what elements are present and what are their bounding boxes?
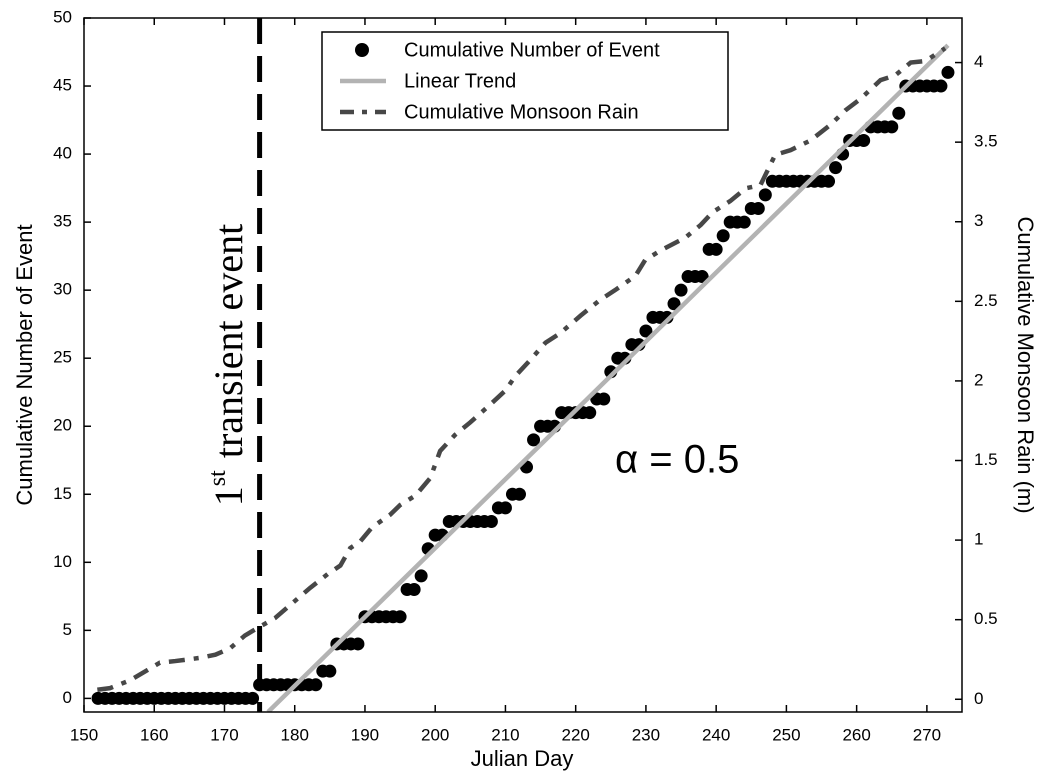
y-tick-label: 30 [53,280,72,299]
x-tick-label: 190 [351,725,379,744]
event-point [498,501,512,515]
x-tick-label: 160 [140,725,168,744]
legend-marker [355,43,369,57]
event-number: 1 [206,486,251,506]
x-tick-label: 170 [210,725,238,744]
event-point [822,174,836,188]
y-tick-label: 25 [53,348,72,367]
event-point [393,610,407,624]
event-point [716,229,730,243]
y-tick-label: 5 [63,620,72,639]
event-point [667,297,681,311]
x-tick-label: 150 [70,725,98,744]
event-point [829,161,843,175]
y-tick-label: 0 [63,688,72,707]
event-point [941,65,955,79]
y-tick-label: 45 [53,76,72,95]
y2-tick-label: 0 [974,689,983,708]
event-point [323,664,337,678]
event-point [414,569,428,583]
y2-tick-label: 3 [974,211,983,230]
x-tick-label: 270 [913,725,941,744]
y2-tick-label: 2.5 [974,291,998,310]
event-point [407,583,421,597]
event-point [583,406,597,420]
event-point [484,514,498,528]
event-point [674,283,688,297]
rain-line [97,46,947,692]
x-tick-label: 260 [842,725,870,744]
y-tick-label: 40 [53,144,72,163]
legend-label: Linear Trend [404,70,516,92]
event-point [857,133,871,147]
trend-line [266,43,950,712]
event-point [758,188,772,202]
y2-axis-label: Cumulative Monsoon Rain (m) [1013,216,1038,513]
event-superscript: st [205,470,231,486]
y-tick-label: 50 [53,7,72,26]
x-tick-label: 200 [421,725,449,744]
legend-box [321,31,729,131]
y-axis-label: Cumulative Number of Event [12,224,37,505]
x-tick-label: 250 [772,725,800,744]
x-tick-label: 230 [632,725,660,744]
event-point [709,242,723,256]
y2-tick-label: 3.5 [974,132,998,151]
y2-tick-label: 2 [974,370,983,389]
x-tick-label: 220 [561,725,589,744]
plot-frame [83,17,963,713]
legend-label: Cumulative Number of Event [404,39,660,61]
x-axis-label: Julian Day [471,746,574,771]
y2-tick-label: 0.5 [974,609,998,628]
y2-tick-label: 1 [974,530,983,549]
y-tick-label: 10 [53,552,72,571]
event-point [737,215,751,229]
y2-tick-label: 4 [974,52,983,71]
event-point [751,202,765,216]
x-tick-label: 210 [491,725,519,744]
y-tick-label: 35 [53,212,72,231]
event-point [512,487,526,501]
x-tick-label: 180 [281,725,309,744]
event-point [309,678,323,692]
event-point [527,433,541,447]
event-text: transient event [206,224,251,458]
y-tick-label: 15 [53,484,72,503]
event-point [934,79,948,93]
event-point [597,392,611,406]
legend-label: Cumulative Monsoon Rain [404,101,639,123]
event-point [351,637,365,651]
event-point [892,106,906,120]
event-point [885,120,899,134]
x-tick-label: 240 [702,725,730,744]
y2-tick-label: 1.5 [974,450,998,469]
event-point [246,691,260,705]
alpha-annotation: α = 0.5 [615,438,739,482]
event-point [639,324,653,338]
y-tick-label: 20 [53,416,72,435]
event-point [695,270,709,284]
event-annotation: 1st transient event [205,224,252,506]
